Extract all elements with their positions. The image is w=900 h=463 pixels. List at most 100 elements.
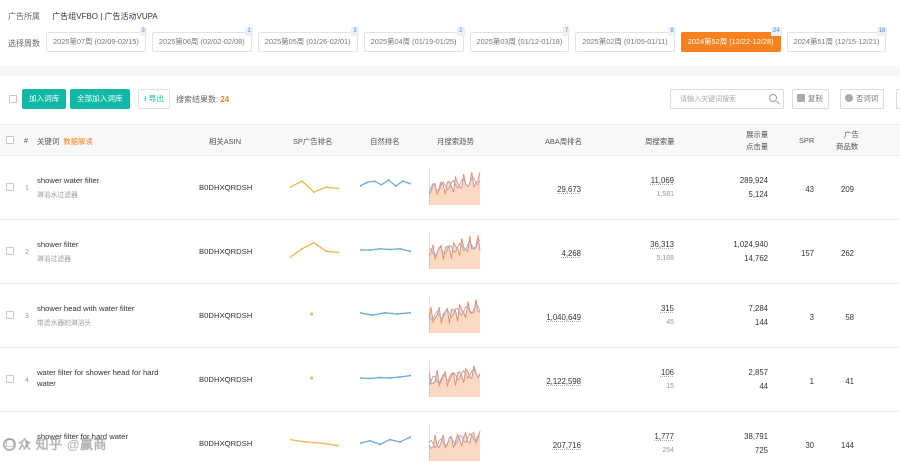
aba-rank-value[interactable]: 2,122,598 — [546, 377, 581, 386]
negate-keywords-button[interactable]: 否词词 — [840, 89, 885, 109]
weekly-search-value[interactable]: 36,313 — [650, 240, 674, 249]
organic-rank-point — [409, 250, 411, 253]
keyword-translation: 带滤水器的淋浴头 — [37, 320, 92, 327]
aba-rank-value[interactable]: 4,268 — [561, 249, 581, 258]
copy-button[interactable]: 复制 — [792, 89, 829, 109]
ad-group-info: 广告所属 广告组VFBO | 广告活动VUPA — [8, 11, 158, 22]
week-option[interactable]: 2025第06周 (02/02-02/08) 1 — [151, 27, 253, 52]
col-impressions[interactable]: 展示量 — [746, 130, 769, 139]
row-checkbox[interactable] — [6, 247, 14, 255]
keyword-translation: 淋浴水过滤器 — [37, 192, 78, 199]
organic-rank-point — [399, 247, 401, 250]
ad-group-value: 广告组VFBO | 广告活动VUPA — [52, 12, 158, 21]
aba-rank-value[interactable]: 1,040,649 — [546, 313, 581, 322]
watermark: 众 知乎 @赢商 — [3, 434, 107, 453]
monthly-trend-chart[interactable] — [429, 361, 481, 399]
watermark-logo-icon — [3, 438, 16, 451]
organic-rank-point — [409, 436, 411, 439]
week-option[interactable]: 2025第04周 (01/19-01/25) 2 — [363, 27, 465, 52]
monthly-trend-chart[interactable] — [429, 297, 481, 335]
col-ad-products[interactable]: 广告 — [844, 130, 859, 139]
monthly-trend-chart[interactable] — [429, 233, 481, 271]
select-all-checkbox[interactable] — [9, 95, 17, 103]
col-ad-products-sub[interactable]: 商品数 — [836, 142, 859, 151]
row-index: 2 — [25, 249, 29, 256]
table-row[interactable]: 1 shower water filter 淋浴水过滤器 B0DHXQRDSH 29,6… — [0, 156, 900, 220]
organic-rank-point — [399, 441, 401, 443]
table-header: # 关键词 数据解读 相关ASIN SP广告排名 自然排名 月搜索趋势 ABA周排… — [0, 124, 900, 156]
clicks-value: 5,124 — [748, 190, 768, 199]
week-option[interactable]: 2024第51周 (12/15-12/21) 16 — [786, 27, 888, 52]
week-option[interactable]: 2025第03周 (01/12-01/18) 7 — [469, 27, 571, 52]
aba-rank-value[interactable]: 29,673 — [557, 185, 581, 194]
col-spr[interactable]: SPR — [799, 136, 815, 145]
section-divider — [0, 66, 900, 76]
col-clicks[interactable]: 点击量 — [746, 142, 769, 151]
sp-rank-point — [313, 241, 315, 244]
table-row[interactable]: 2 shower filter 淋浴过滤器 B0DHXQRDSH 4,268 36,313… — [0, 220, 900, 284]
result-count: 搜索结果数: 24 — [176, 95, 230, 104]
clicks-value: 44 — [759, 382, 768, 391]
copy-icon — [797, 94, 805, 102]
header-checkbox[interactable] — [6, 136, 14, 144]
weekly-search-value[interactable]: 106 — [660, 368, 674, 377]
col-sp-rank[interactable]: SP广告排名 — [293, 137, 333, 146]
keyword-link[interactable]: shower water filter — [37, 176, 100, 185]
search-icon[interactable] — [769, 94, 777, 102]
more-button[interactable] — [896, 89, 900, 109]
monthly-trend-chart[interactable] — [429, 169, 481, 207]
col-monthly-trend[interactable]: 月搜索趋势 — [437, 137, 474, 146]
organic-rank-point — [360, 249, 361, 251]
keyword-search — [670, 89, 784, 109]
aba-rank-value[interactable]: 207,716 — [552, 441, 581, 450]
sp-rank-point — [305, 441, 307, 443]
organic-rank-point — [369, 439, 371, 442]
weekly-search-value[interactable]: 315 — [660, 304, 674, 313]
col-weekly-search[interactable]: 周搜索量 — [645, 137, 675, 146]
col-aba-rank[interactable]: ABA周排名 — [545, 137, 582, 146]
keyword-link[interactable]: shower head with water filter — [37, 304, 135, 313]
table-row[interactable]: 4 water filter for shower head for hard w… — [0, 348, 900, 412]
keyword-link[interactable]: shower filter for hard water — [37, 432, 129, 441]
organic-rank-point — [389, 438, 391, 441]
sp-rank-point — [301, 247, 303, 250]
monthly-trend-chart[interactable] — [429, 425, 481, 463]
weekly-search-value[interactable]: 1,777 — [654, 432, 674, 441]
organic-rank-point — [394, 185, 397, 187]
export-button[interactable]: ⭳ 导出 — [138, 89, 170, 109]
related-asin[interactable]: B0DHXQRDSH — [199, 375, 253, 384]
keyword-link[interactable]: water filter for shower head for hard wa… — [37, 368, 159, 388]
keyword-search-input[interactable] — [671, 90, 763, 108]
related-asin[interactable]: B0DHXQRDSH — [199, 183, 253, 192]
keyword-link[interactable]: shower filter — [37, 240, 79, 249]
week-option[interactable]: 2025第07周 (02/09-02/15) 3 — [46, 27, 147, 52]
week-option[interactable]: 2025第02周 (01/05-01/11) 8 — [575, 27, 676, 52]
organic-rank-point — [389, 248, 391, 251]
weekly-search-value[interactable]: 11,069 — [650, 176, 674, 185]
related-asin[interactable]: B0DHXQRDSH — [199, 311, 253, 320]
row-checkbox[interactable] — [6, 311, 14, 319]
organic-rank-point — [371, 314, 374, 317]
table-row[interactable]: 5 shower filter for hard water B0DHXQRDSH 2… — [0, 412, 900, 463]
organic-rank-point — [401, 180, 404, 183]
trend-line — [429, 299, 481, 324]
week-option-selected[interactable]: 2024第52周 (12/22-12/28) 24 — [680, 27, 782, 52]
organic-rank-sparkline — [360, 179, 411, 187]
row-checkbox[interactable] — [6, 183, 14, 191]
organic-rank-point — [360, 185, 361, 187]
organic-rank-point — [360, 377, 361, 379]
table-row[interactable]: 3 shower head with water filter 带滤水器的淋浴头 B0… — [0, 284, 900, 348]
add-all-to-library-button[interactable]: 全部加入词库 — [70, 89, 130, 109]
related-asin[interactable]: B0DHXQRDSH — [199, 247, 253, 256]
col-organic-rank[interactable]: 自然排名 — [370, 137, 400, 146]
organic-rank-line — [360, 436, 411, 446]
add-to-library-button[interactable]: 加入词库 — [22, 89, 67, 109]
sp-rank-point — [310, 312, 314, 316]
organic-rank-line — [360, 248, 411, 252]
week-count-badge: 2 — [457, 27, 465, 36]
week-option[interactable]: 2025第05周 (01/26-02/01) 3 — [257, 27, 359, 52]
clicks-value: 725 — [754, 446, 768, 455]
data-insight-link[interactable]: 数据解读 — [63, 137, 93, 146]
related-asin[interactable]: B0DHXQRDSH — [199, 439, 253, 448]
row-checkbox[interactable] — [6, 375, 14, 383]
